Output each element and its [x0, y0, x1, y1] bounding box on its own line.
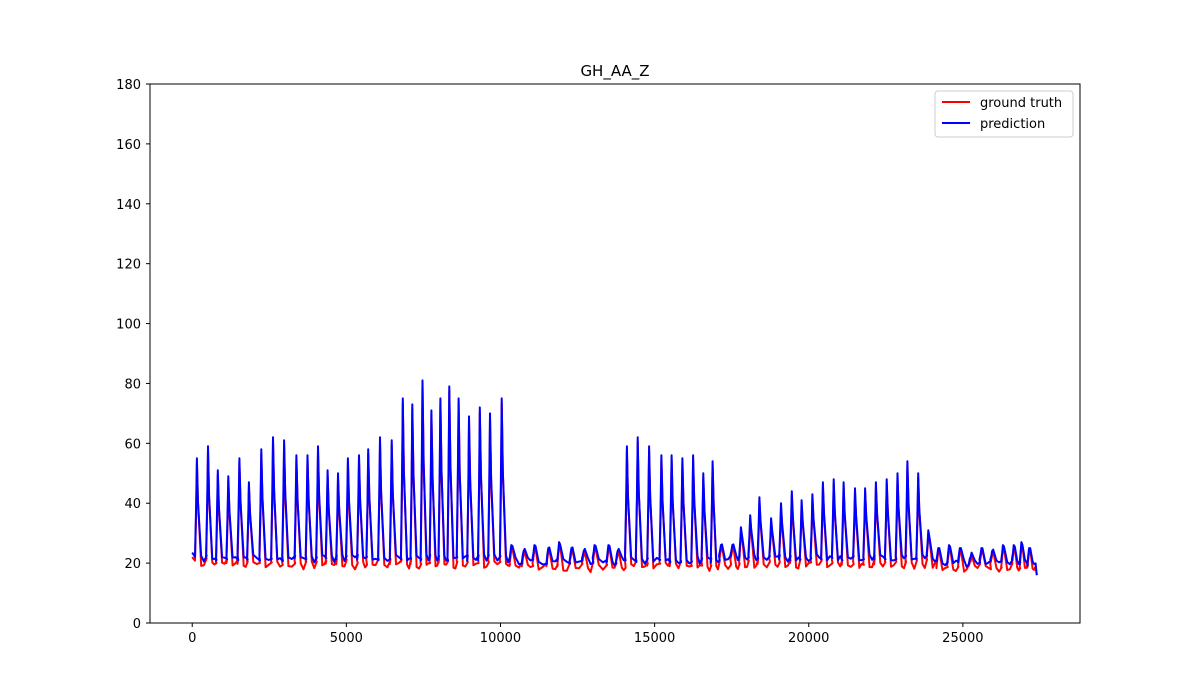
y-tick-label: 100	[116, 318, 141, 333]
x-tick-label: 10000	[480, 631, 521, 646]
series-layer	[191, 379, 1038, 576]
y-tick-label: 0	[133, 617, 141, 632]
y-tick-label: 180	[116, 78, 141, 93]
y-tick-label: 160	[116, 138, 141, 153]
legend: ground truth prediction	[934, 90, 1074, 138]
x-tick-label: 15000	[634, 631, 675, 646]
x-tick-label: 0	[188, 631, 196, 646]
x-tick-label: 5000	[330, 631, 363, 646]
legend-label-ground-truth: ground truth	[980, 96, 1062, 111]
y-tick-label: 120	[116, 258, 141, 273]
y-tick-label: 60	[124, 437, 141, 452]
plot-area: 0 5000 10000 15000 20000 25000 0 20 40 60 80 100 12…	[116, 78, 1081, 646]
plot-frame	[149, 83, 1081, 624]
x-axis: 0 5000 10000 15000 20000 25000	[188, 623, 984, 646]
x-tick-label: 20000	[788, 631, 829, 646]
chart-title: GH_AA_Z	[580, 62, 649, 81]
y-axis: 0 20 40 60 80 100 120 140 160 180	[116, 78, 150, 632]
legend-label-prediction: prediction	[980, 117, 1045, 132]
series-line-prediction	[191, 379, 1038, 576]
plot-background	[150, 84, 1080, 623]
y-tick-label: 80	[124, 377, 141, 392]
x-tick-label: 25000	[942, 631, 983, 646]
y-tick-label: 40	[124, 497, 141, 512]
y-tick-label: 140	[116, 198, 141, 213]
y-tick-label: 20	[124, 557, 141, 572]
